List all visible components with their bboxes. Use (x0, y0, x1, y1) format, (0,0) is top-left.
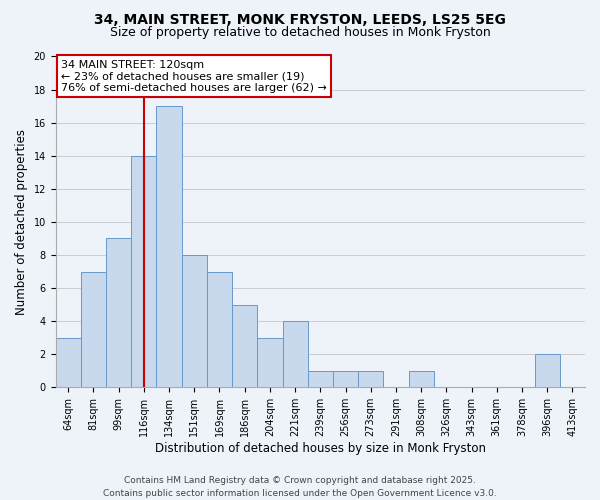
Bar (333, 371, 358, 388)
Text: Size of property relative to detached houses in Monk Fryston: Size of property relative to detached ho… (110, 26, 490, 39)
X-axis label: Distribution of detached houses by size in Monk Fryston: Distribution of detached houses by size … (155, 442, 486, 455)
Bar (257, 338, 283, 388)
Bar (308, 371, 333, 388)
Text: 34, MAIN STREET, MONK FRYSTON, LEEDS, LS25 5EG: 34, MAIN STREET, MONK FRYSTON, LEEDS, LS… (94, 12, 506, 26)
Bar (535, 354, 560, 388)
Bar (56, 338, 81, 388)
Bar (81, 272, 106, 388)
Bar (207, 272, 232, 388)
Bar (358, 371, 383, 388)
Bar (409, 371, 434, 388)
Bar (131, 156, 157, 388)
Text: Contains HM Land Registry data © Crown copyright and database right 2025.
Contai: Contains HM Land Registry data © Crown c… (103, 476, 497, 498)
Bar (283, 321, 308, 388)
Bar (182, 255, 207, 388)
Bar (106, 238, 131, 388)
Text: 34 MAIN STREET: 120sqm
← 23% of detached houses are smaller (19)
76% of semi-det: 34 MAIN STREET: 120sqm ← 23% of detached… (61, 60, 327, 93)
Bar (157, 106, 182, 388)
Y-axis label: Number of detached properties: Number of detached properties (15, 129, 28, 315)
Bar (232, 304, 257, 388)
